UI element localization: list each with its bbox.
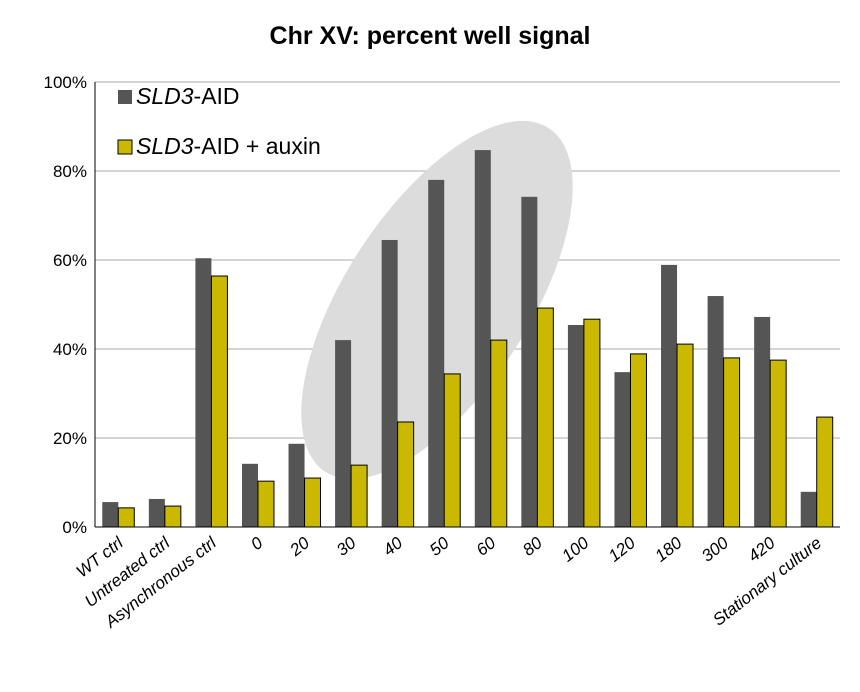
y-tick-label: 0%	[62, 518, 87, 537]
bar	[102, 502, 119, 527]
bar	[428, 179, 445, 527]
legend-label: SLD3-AID + auxin	[136, 133, 321, 159]
y-tick-label: 80%	[53, 162, 87, 181]
bar	[350, 464, 368, 528]
bar	[800, 491, 817, 527]
bar	[816, 416, 834, 528]
x-tick-label: 50	[426, 533, 453, 560]
legend-swatch	[117, 139, 133, 155]
x-tick-label: 300	[698, 533, 732, 566]
x-tick-label: 0	[247, 533, 267, 554]
x-tick-label: 20	[286, 533, 314, 561]
bar	[567, 324, 584, 527]
bar	[490, 339, 508, 528]
x-tick-label: 80	[519, 533, 546, 560]
bar	[195, 258, 212, 527]
x-tick-label: 30	[333, 533, 360, 560]
x-tick-label: 100	[558, 533, 592, 566]
x-tick-label: 40	[380, 533, 407, 560]
bar	[257, 480, 275, 528]
bar	[629, 353, 647, 528]
x-tick-label: 180	[651, 533, 685, 566]
bar	[754, 316, 771, 527]
bar	[288, 443, 305, 527]
bar	[536, 307, 554, 528]
bar	[381, 239, 398, 527]
y-tick-label: 60%	[53, 251, 87, 270]
bar	[661, 264, 678, 527]
bar	[769, 359, 787, 528]
legend-label: SLD3-AID	[136, 83, 240, 109]
x-tick-label: 120	[605, 533, 639, 566]
bar	[210, 275, 228, 528]
bar	[676, 343, 694, 528]
y-tick-label: 100%	[44, 73, 87, 92]
bar	[443, 373, 461, 528]
bar	[614, 372, 631, 527]
bar	[397, 421, 415, 528]
bar	[335, 340, 352, 527]
bar	[164, 505, 182, 528]
bar	[148, 498, 165, 527]
bar	[241, 463, 258, 527]
bar	[521, 196, 538, 527]
bar	[723, 357, 741, 528]
bars	[102, 150, 834, 528]
y-tick-label: 20%	[53, 429, 87, 448]
legend: SLD3-AID SLD3-AID + auxin	[117, 83, 321, 159]
x-tick-label: 60	[473, 533, 500, 560]
y-tick-label: 40%	[53, 340, 87, 359]
bar	[117, 507, 135, 528]
bar	[707, 296, 724, 527]
bar	[583, 318, 601, 528]
chart-title: Chr XV: percent well signal	[270, 22, 591, 50]
legend-swatch	[118, 90, 132, 104]
x-tick-label: 420	[745, 533, 779, 566]
bar	[474, 150, 491, 527]
bar	[304, 477, 322, 528]
